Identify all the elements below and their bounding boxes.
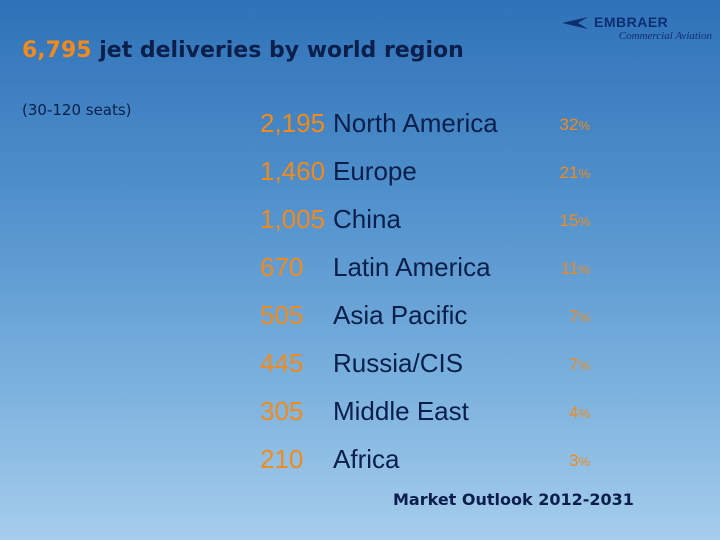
region-name: Africa: [333, 444, 400, 474]
region-list: 2,195 North America 32% 1,460 Europe 21%…: [260, 108, 590, 492]
region-count: 305: [260, 396, 304, 426]
region-count: 445: [260, 348, 304, 378]
region-row: 670 Latin America 11%: [260, 252, 590, 300]
region-count: 670: [260, 252, 304, 282]
region-row: 2,195 North America 32%: [260, 108, 590, 156]
region-count: 210: [260, 444, 304, 474]
region-name: Latin America: [333, 252, 491, 282]
region-percent: 3%: [568, 451, 590, 470]
region-percent: 7%: [568, 355, 590, 374]
page-title: 6,795 jet deliveries by world region: [22, 38, 464, 63]
region-count: 1,005: [260, 204, 326, 234]
title-rest: jet deliveries by world region: [91, 38, 464, 63]
region-count: 1,460: [260, 156, 326, 186]
region-percent: 4%: [568, 403, 590, 422]
region-row: 1,005 China 15%: [260, 204, 590, 252]
logo-brand: EMBRAER: [594, 14, 669, 30]
region-percent: 15%: [559, 211, 590, 230]
region-row: 210 Africa 3%: [260, 444, 590, 492]
region-percent: 32%: [559, 115, 590, 134]
region-row: 445 Russia/CIS 7%: [260, 348, 590, 396]
region-name: North America: [333, 108, 498, 138]
market-outlook-footer: Market Outlook 2012-2031: [393, 490, 634, 509]
region-name: Asia Pacific: [333, 300, 468, 330]
region-name: China: [333, 204, 401, 234]
region-row: 505 Asia Pacific 7%: [260, 300, 590, 348]
region-name: Russia/CIS: [333, 348, 464, 378]
seats-note: (30-120 seats): [22, 101, 132, 119]
region-row: 1,460 Europe 21%: [260, 156, 590, 204]
region-count: 2,195: [260, 108, 326, 138]
embraer-wing-icon: [562, 17, 588, 29]
region-row: 305 Middle East 4%: [260, 396, 590, 444]
region-percent: 7%: [568, 307, 590, 326]
embraer-logo: EMBRAER Commercial Aviation: [562, 14, 712, 44]
region-count: 505: [260, 300, 304, 330]
region-percent: 21%: [559, 163, 590, 182]
region-percent: 11%: [560, 259, 590, 278]
region-name: Europe: [333, 156, 417, 186]
logo-tagline: Commercial Aviation: [618, 30, 712, 42]
title-highlight: 6,795: [22, 38, 92, 63]
region-name: Middle East: [333, 396, 469, 426]
